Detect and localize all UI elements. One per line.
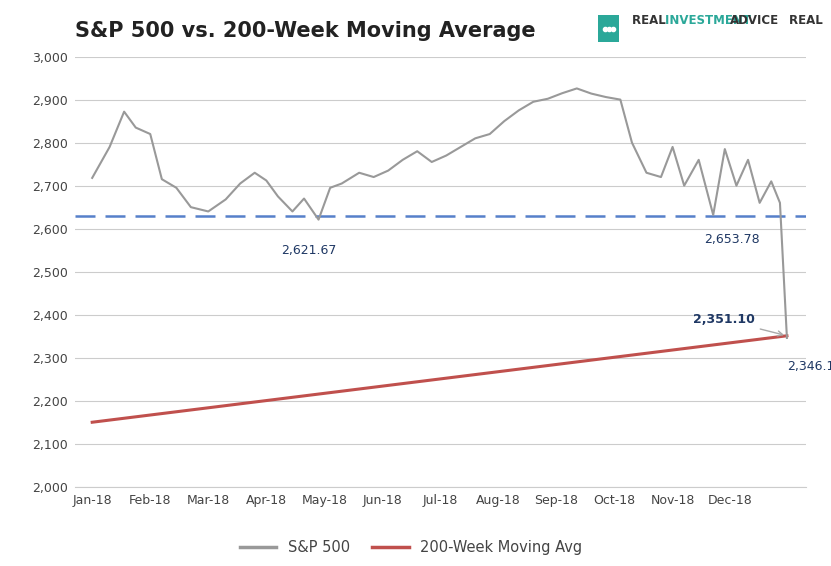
- Text: INVESTMENT: INVESTMENT: [665, 14, 755, 27]
- Text: S&P 500 vs. 200-Week Moving Average: S&P 500 vs. 200-Week Moving Average: [75, 21, 535, 41]
- Text: 2,653.78: 2,653.78: [705, 233, 760, 246]
- Text: 2,621.67: 2,621.67: [281, 244, 337, 257]
- Text: ADVICE: ADVICE: [730, 14, 779, 27]
- Text: 2,351.10: 2,351.10: [693, 314, 783, 336]
- Text: REAL: REAL: [632, 14, 670, 27]
- Text: REAL: REAL: [789, 14, 827, 27]
- Legend: S&P 500, 200-Week Moving Avg: S&P 500, 200-Week Moving Avg: [234, 534, 588, 561]
- Text: 2,346.12: 2,346.12: [787, 360, 831, 373]
